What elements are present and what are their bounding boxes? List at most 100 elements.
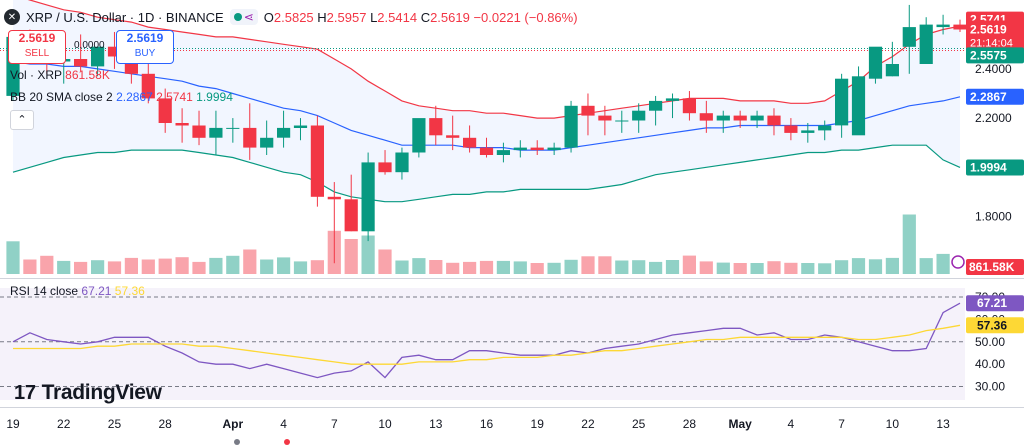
rsi-value-label-tag <box>966 295 1024 312</box>
volume-bar <box>801 263 815 274</box>
candle[interactable] <box>835 73 849 138</box>
candle[interactable] <box>784 118 798 141</box>
candle[interactable] <box>902 4 916 74</box>
alert-marker-icon[interactable] <box>951 255 965 269</box>
event-marker-icon[interactable] <box>284 439 290 445</box>
candle[interactable] <box>327 182 341 264</box>
volume-bar <box>615 260 629 274</box>
time-tick-label: 7 <box>838 417 845 431</box>
time-tick-label: 19 <box>530 417 544 431</box>
candle[interactable] <box>733 110 747 128</box>
candle[interactable] <box>361 152 375 242</box>
bb-legend[interactable]: BB 20 SMA close 2 2.2867 2.5741 1.9994 <box>10 90 233 104</box>
candle[interactable] <box>344 174 358 232</box>
candle[interactable] <box>141 59 155 104</box>
candle[interactable] <box>953 19 967 32</box>
event-marker-icon[interactable] <box>234 439 240 445</box>
tradingview-logo[interactable]: 17 TradingView <box>14 381 162 405</box>
candle-body <box>107 46 122 57</box>
candle[interactable] <box>293 118 308 141</box>
candle[interactable] <box>446 115 460 151</box>
candle[interactable] <box>716 110 730 133</box>
volume-bar <box>649 261 663 274</box>
candle[interactable] <box>547 142 561 155</box>
candle[interactable] <box>699 100 713 133</box>
candle[interactable] <box>632 103 646 133</box>
candle[interactable] <box>581 93 595 136</box>
candle[interactable] <box>615 110 629 133</box>
time-tick-label: 16 <box>479 417 494 431</box>
candle[interactable] <box>226 118 240 143</box>
volume-bar <box>107 261 122 274</box>
candle[interactable] <box>429 105 443 146</box>
candle[interactable] <box>192 110 206 146</box>
rsi-ma-line[interactable] <box>13 324 961 365</box>
volume-bar <box>158 258 172 274</box>
rsi-tick-label: 40.00 <box>975 357 1005 371</box>
candle-body <box>818 125 832 131</box>
candle[interactable] <box>598 105 612 136</box>
candle[interactable] <box>682 91 696 121</box>
buy-button[interactable]: 2.5619 BUY <box>116 30 174 64</box>
candle[interactable] <box>479 137 494 158</box>
candle[interactable] <box>395 147 409 180</box>
candle[interactable] <box>260 120 274 155</box>
rsi-ma-value-label-tag <box>966 317 1024 334</box>
tradingview-mark-icon: 17 <box>14 381 36 404</box>
volume-bar <box>868 259 883 274</box>
candle-body <box>327 196 341 200</box>
candle[interactable] <box>919 17 933 65</box>
candle[interactable] <box>378 150 392 175</box>
candle-body <box>209 127 223 138</box>
collapse-legend-button[interactable]: ⌃ <box>10 110 34 130</box>
candle[interactable] <box>936 14 950 35</box>
volume-bar <box>818 263 832 274</box>
candle[interactable] <box>74 34 88 72</box>
candle[interactable] <box>885 41 899 77</box>
sell-button[interactable]: 2.5619 SELL <box>8 30 66 64</box>
candle-body <box>479 147 494 155</box>
candle[interactable] <box>665 93 680 119</box>
candle[interactable] <box>91 46 105 77</box>
bb-lower-price-label-tag <box>966 159 1024 176</box>
candle[interactable] <box>750 110 764 128</box>
rsi-legend-name: RSI 14 close <box>10 284 79 298</box>
visibility-toggle[interactable]: ⋖ <box>229 9 258 25</box>
sell-label: SELL <box>24 48 50 59</box>
candle[interactable] <box>818 120 832 141</box>
volume-bar <box>57 260 71 274</box>
rsi-value-label: 67.21 <box>977 296 1007 310</box>
candle-body <box>293 125 308 128</box>
candle[interactable] <box>513 140 527 158</box>
candle[interactable] <box>277 110 291 148</box>
candle[interactable] <box>412 118 426 158</box>
candle[interactable] <box>158 88 172 133</box>
candle[interactable] <box>175 108 189 143</box>
volume-legend[interactable]: Vol · XRP 861.58K <box>10 68 110 82</box>
candle-body <box>851 76 866 136</box>
candle[interactable] <box>496 142 510 163</box>
candle[interactable] <box>463 125 477 153</box>
candle[interactable] <box>868 46 883 84</box>
rsi-line[interactable] <box>12 302 961 379</box>
time-tick-label: 13 <box>936 417 950 431</box>
candle[interactable] <box>564 100 578 153</box>
rsi-legend[interactable]: RSI 14 close 67.21 57.36 <box>10 284 145 298</box>
candle-body <box>835 78 849 126</box>
candle[interactable] <box>310 115 324 207</box>
candle[interactable] <box>801 123 815 143</box>
candle[interactable] <box>107 31 122 69</box>
share-icon: ⋖ <box>243 10 254 24</box>
candle-body <box>496 150 510 155</box>
rsi-legend-value: 67.21 <box>81 284 112 298</box>
candle[interactable] <box>530 140 544 155</box>
candle[interactable] <box>243 103 257 160</box>
candle[interactable] <box>649 95 663 126</box>
candle[interactable] <box>209 110 223 155</box>
candle[interactable] <box>767 108 781 136</box>
symbol-title[interactable]: XRP / U.S. Dollar · 1D · BINANCE <box>26 9 224 25</box>
bb-lower-line[interactable] <box>12 144 961 203</box>
candle[interactable] <box>851 66 866 136</box>
last-price-label: 2.5619 <box>970 23 1007 37</box>
